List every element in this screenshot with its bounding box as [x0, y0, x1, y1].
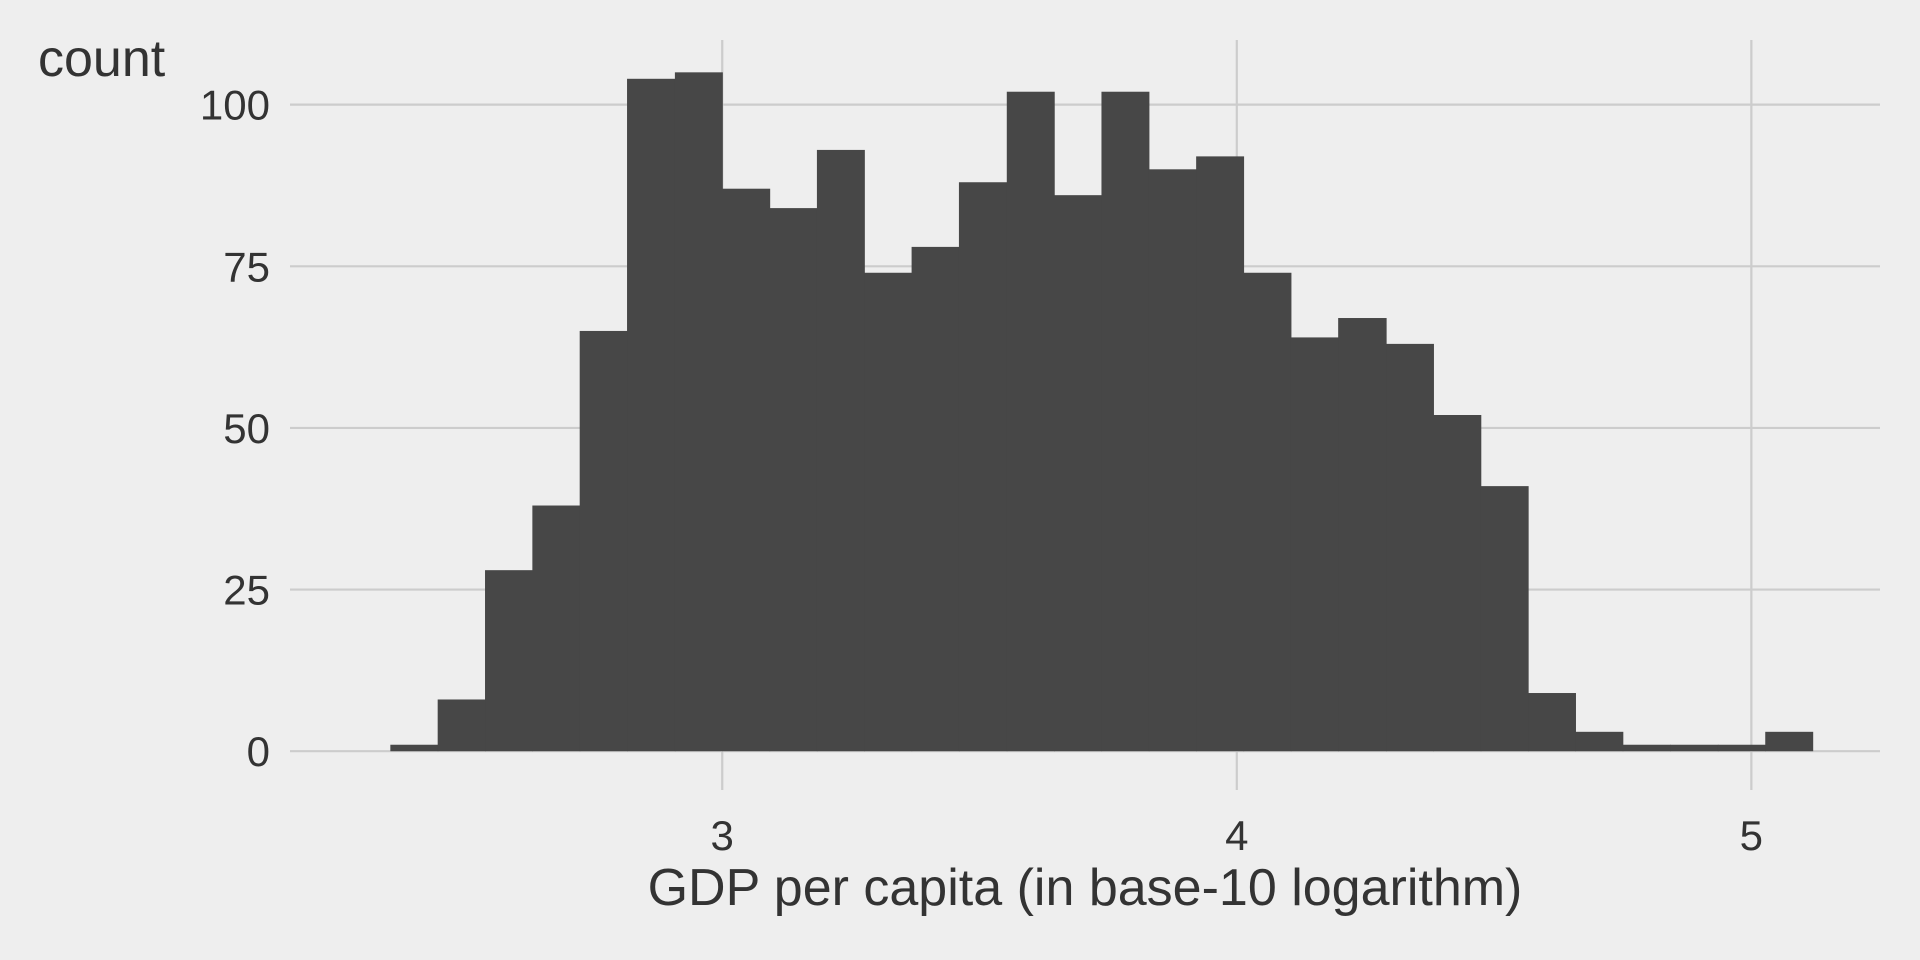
histogram-bar: [1101, 91, 1150, 752]
y-axis-title: count: [38, 30, 166, 88]
histogram-bar: [1006, 91, 1055, 752]
histogram-bar: [911, 246, 960, 752]
histogram-bar: [437, 699, 486, 752]
y-tick-label: 75: [223, 243, 270, 290]
histogram-bar: [1433, 415, 1482, 752]
y-tick-label: 50: [223, 405, 270, 452]
histogram-bar: [1148, 169, 1197, 752]
x-tick-label: 3: [711, 812, 734, 859]
histogram-bar: [674, 72, 723, 752]
histogram-bar: [532, 505, 581, 752]
histogram-bar: [864, 272, 913, 752]
y-tick-label: 100: [200, 82, 270, 129]
histogram-bar: [1528, 693, 1576, 752]
x-tick-labels: 3 4 5: [711, 812, 1763, 859]
x-tick-label: 4: [1225, 812, 1248, 859]
histogram-bar: [769, 208, 818, 752]
histogram-bar: [485, 570, 533, 752]
histogram-bar: [1338, 318, 1387, 752]
histogram-bars: [390, 72, 1814, 752]
histogram-bar: [1622, 744, 1671, 752]
histogram-bar: [627, 78, 676, 752]
histogram-bar: [1480, 486, 1529, 752]
y-tick-labels: 0 25 50 75 100: [200, 82, 270, 776]
x-axis-title: GDP per capita (in base-10 logarithm): [648, 859, 1523, 917]
histogram-bar: [390, 744, 439, 752]
histogram-bar: [1670, 744, 1719, 752]
y-tick-label: 0: [247, 728, 270, 775]
histogram-bar: [1717, 744, 1766, 752]
histogram-bar: [1386, 343, 1434, 752]
histogram-bar: [1765, 731, 1814, 752]
histogram-bar: [722, 188, 771, 752]
y-tick-label: 25: [223, 567, 270, 614]
histogram-bar: [1196, 156, 1245, 752]
histogram-bar: [1243, 272, 1292, 752]
histogram-bar: [958, 182, 1008, 752]
histogram-bar: [1575, 731, 1624, 752]
histogram-bar: [1054, 195, 1103, 752]
x-tick-label: 5: [1740, 812, 1763, 859]
histogram-bar: [1290, 337, 1339, 752]
histogram-bar: [579, 330, 628, 752]
histogram-bar: [816, 149, 865, 752]
